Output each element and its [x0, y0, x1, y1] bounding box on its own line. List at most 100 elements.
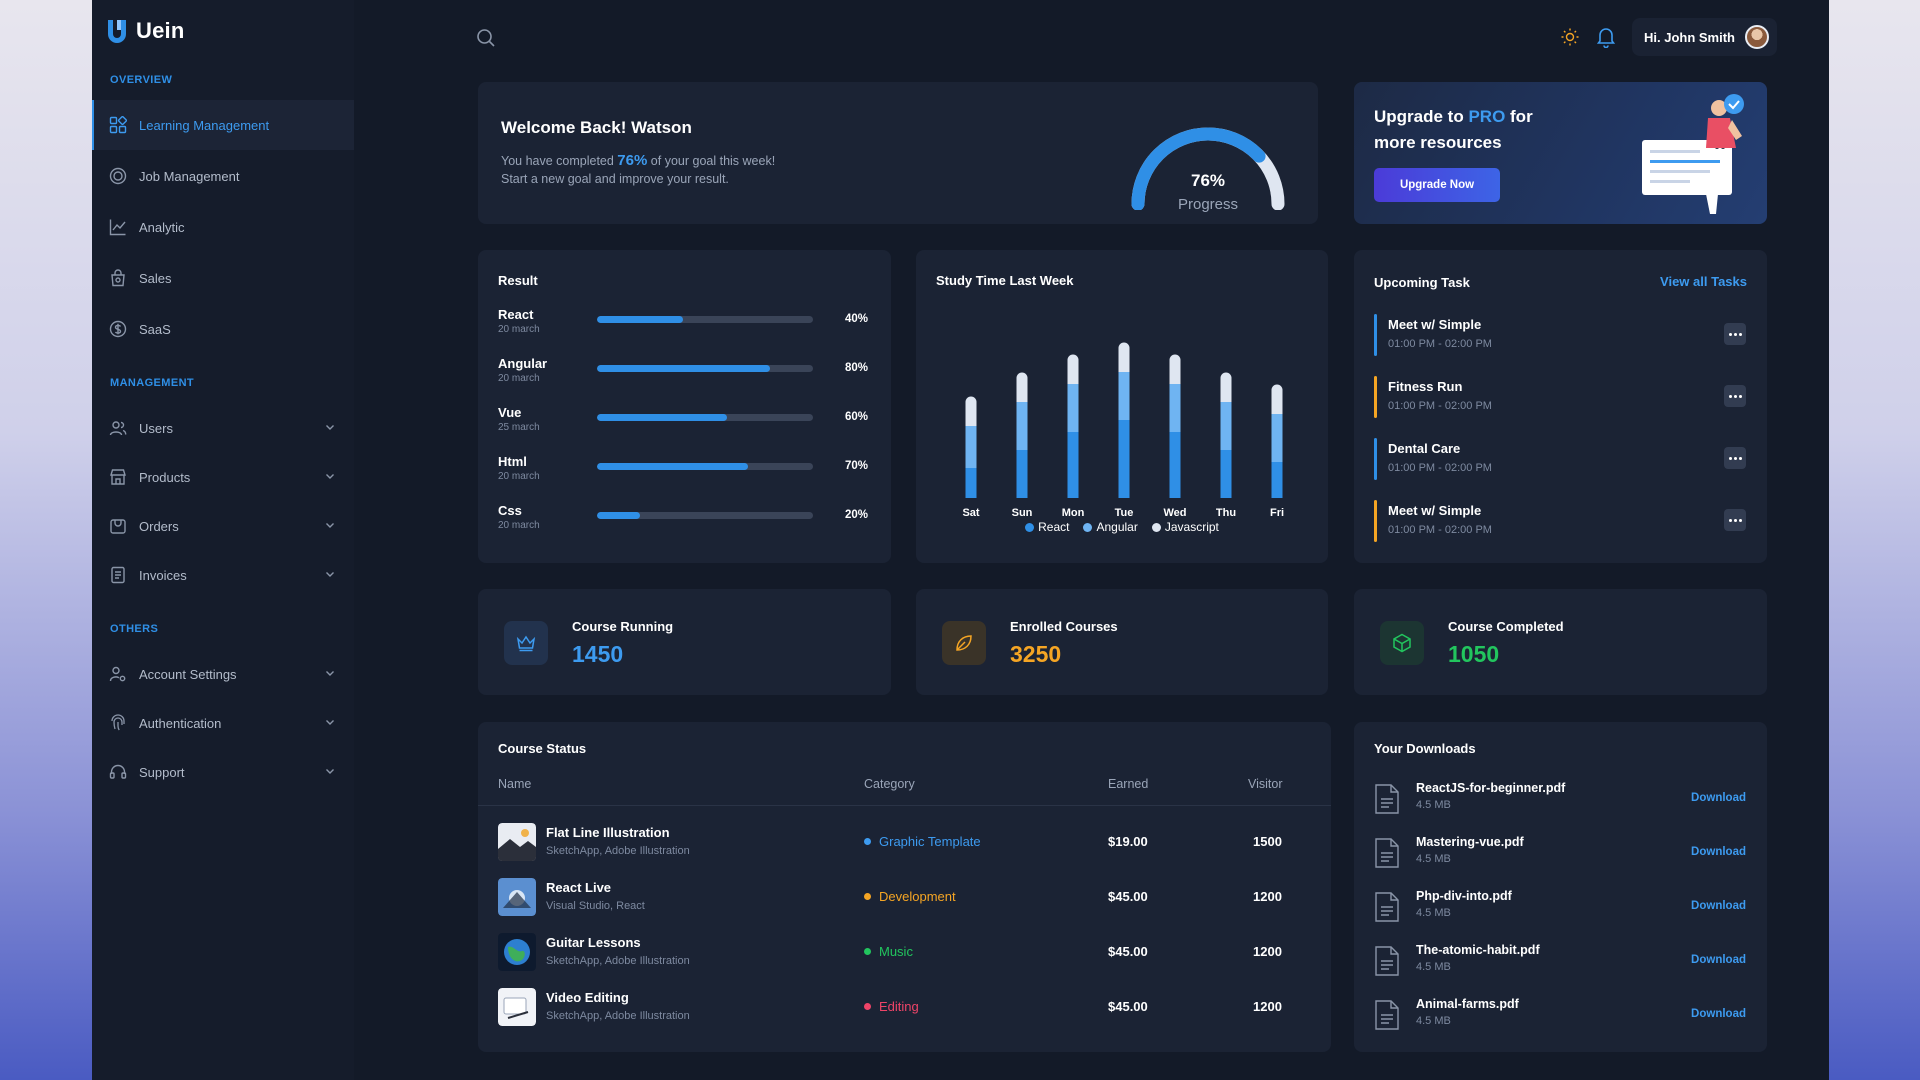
welcome-text: You have completed — [501, 154, 618, 168]
category-dot — [864, 1003, 871, 1010]
progress-label: Progress — [1177, 196, 1239, 213]
sun-icon[interactable] — [1560, 27, 1580, 47]
course-thumbnail — [498, 823, 536, 861]
file-name: Mastering-vue.pdf — [1416, 835, 1524, 849]
sidebar-item-learning-management[interactable]: Learning Management — [92, 100, 354, 150]
course-category: Music — [864, 944, 913, 959]
task-item[interactable]: Meet w/ Simple 01:00 PM - 02:00 PM — [1374, 500, 1746, 542]
result-progress-track — [597, 414, 813, 421]
sidebar-item-label: Authentication — [139, 715, 222, 731]
upgrade-now-button[interactable]: Upgrade Now — [1374, 168, 1500, 202]
table-row[interactable]: Video Editing SketchApp, Adobe Illustrat… — [478, 982, 1331, 1037]
bell-icon[interactable] — [1596, 26, 1616, 48]
bar-cap-thu — [1220, 372, 1232, 384]
more-options-icon[interactable] — [1724, 385, 1746, 407]
more-options-icon[interactable] — [1724, 509, 1746, 531]
sidebar: Uein OVERVIEW Learning Management Job Ma… — [92, 0, 354, 1080]
sidebar-item-label: Sales — [139, 270, 172, 286]
result-date: 25 march — [498, 422, 540, 433]
leaf-icon — [942, 621, 986, 665]
file-icon — [1375, 892, 1399, 922]
chevron-down-icon — [326, 523, 334, 528]
course-visitor: 1200 — [1253, 999, 1282, 1014]
downloads-card: Your Downloads ReactJS-for-beginner.pdf … — [1354, 722, 1767, 1052]
sidebar-item-analytic[interactable]: Analytic — [92, 202, 354, 252]
file-size: 4.5 MB — [1416, 907, 1451, 919]
download-link[interactable]: Download — [1691, 792, 1746, 804]
upgrade-title-text: for more resources — [1374, 107, 1533, 152]
sidebar-item-label: Orders — [139, 518, 179, 534]
chart-title: Study Time Last Week — [936, 273, 1074, 288]
result-date: 20 march — [498, 373, 540, 384]
file-name: Animal-farms.pdf — [1416, 997, 1519, 1011]
sidebar-item-label: Users — [139, 420, 173, 436]
crown-icon — [504, 621, 548, 665]
view-all-tasks-link[interactable]: View all Tasks — [1660, 274, 1747, 289]
bar-angular-sun — [1016, 402, 1028, 450]
table-row[interactable]: React Live Visual Studio, React Developm… — [478, 872, 1331, 927]
task-time: 01:00 PM - 02:00 PM — [1388, 462, 1492, 474]
sidebar-item-job-management[interactable]: Job Management — [92, 151, 354, 201]
logo-icon — [108, 20, 126, 43]
sidebar-item-support[interactable]: Support — [92, 747, 354, 797]
category-label: Editing — [879, 999, 919, 1014]
sidebar-item-label: Job Management — [139, 168, 240, 184]
bar-cap-sat — [965, 396, 977, 408]
person-with-board-illustration — [1642, 94, 1744, 214]
sidebar-item-authentication[interactable]: Authentication — [92, 698, 354, 748]
task-item[interactable]: Dental Care 01:00 PM - 02:00 PM — [1374, 438, 1746, 480]
result-percent: 80% — [844, 362, 868, 374]
stat-card-course-completed: Course Completed 1050 — [1354, 589, 1767, 695]
download-link[interactable]: Download — [1691, 954, 1746, 966]
column-header-earned[interactable]: Earned — [1108, 777, 1149, 791]
table-row[interactable]: Flat Line Illustration SketchApp, Adobe … — [478, 817, 1331, 872]
sidebar-item-products[interactable]: Products — [92, 452, 354, 502]
task-item[interactable]: Meet w/ Simple 01:00 PM - 02:00 PM — [1374, 314, 1746, 356]
download-link[interactable]: Download — [1691, 900, 1746, 912]
legend-dot — [1151, 523, 1161, 532]
task-title: Meet w/ Simple — [1388, 317, 1482, 332]
course-status-title: Course Status — [498, 741, 587, 756]
bar-react-mon — [1067, 432, 1079, 498]
column-header-category[interactable]: Category — [864, 777, 915, 791]
download-link[interactable]: Download — [1691, 846, 1746, 858]
task-item[interactable]: Fitness Run 01:00 PM - 02:00 PM — [1374, 376, 1746, 418]
result-row: Vue 25 march 60% — [498, 405, 888, 445]
bar-angular-mon — [1067, 384, 1079, 432]
sidebar-item-invoices[interactable]: Invoices — [92, 550, 354, 600]
search-icon[interactable] — [476, 28, 496, 48]
sidebar-item-orders[interactable]: Orders — [92, 501, 354, 551]
stat-value: 1050 — [1448, 641, 1500, 667]
chevron-down-icon — [326, 474, 334, 479]
more-options-icon[interactable] — [1724, 447, 1746, 469]
column-header-visitor[interactable]: Visitor — [1248, 777, 1283, 791]
sidebar-item-saas[interactable]: SaaS — [92, 304, 354, 354]
table-row[interactable]: Guitar Lessons SketchApp, Adobe Illustra… — [478, 927, 1331, 982]
sidebar-item-sales[interactable]: Sales — [92, 253, 354, 303]
column-header-name[interactable]: Name — [498, 777, 532, 791]
course-visitor: 1500 — [1253, 834, 1282, 849]
course-thumbnail — [498, 933, 536, 971]
logo[interactable]: Uein — [106, 18, 184, 44]
result-row: Angular 20 march 80% — [498, 356, 888, 396]
course-name: Flat Line Illustration — [546, 825, 670, 840]
chart-icon — [109, 218, 127, 236]
user-menu[interactable]: Hi. John Smith — [1632, 18, 1777, 56]
more-options-icon[interactable] — [1724, 323, 1746, 345]
course-tools: SketchApp, Adobe Illustration — [546, 955, 690, 967]
download-link[interactable]: Download — [1691, 1008, 1746, 1020]
bar-react-fri — [1271, 462, 1283, 498]
sidebar-item-users[interactable]: Users — [92, 403, 354, 453]
task-color-bar — [1374, 438, 1377, 480]
result-progress-fill — [597, 316, 684, 323]
target-icon — [109, 167, 127, 185]
welcome-goal-percent: 76% — [617, 152, 648, 169]
sidebar-item-account-settings[interactable]: Account Settings — [92, 649, 354, 699]
bar-cap-mon — [1067, 354, 1079, 366]
chevron-down-icon — [326, 671, 334, 676]
dollar-icon — [109, 320, 127, 338]
download-item: Mastering-vue.pdf 4.5 MB Download — [1374, 833, 1746, 877]
legend-item-javascript: Javascript — [1151, 520, 1219, 534]
result-progress-track — [597, 463, 813, 470]
course-category: Editing — [864, 999, 919, 1014]
